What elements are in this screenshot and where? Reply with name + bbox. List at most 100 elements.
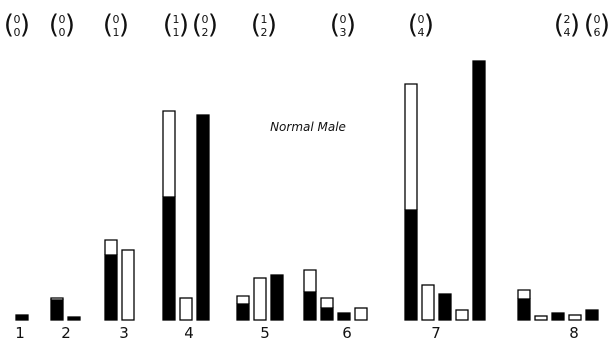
genotype-bottom: 2 (261, 26, 268, 39)
genotype-bottom: 2 (202, 26, 209, 39)
bar-filled (67, 316, 81, 321)
bar-group (236, 274, 284, 321)
bar-hollow (534, 315, 548, 321)
paren-right: ) (267, 10, 277, 40)
genotype-label: (11) (163, 10, 189, 40)
bar-hollow (179, 297, 193, 321)
genotype-label: (00) (49, 10, 75, 40)
paren-right: ) (119, 10, 129, 40)
bar-filled (585, 309, 599, 321)
genotype-bottom: 0 (14, 26, 21, 39)
genotype-label: (03) (330, 10, 356, 40)
paren-right: ) (65, 10, 75, 40)
bar-group (50, 297, 81, 321)
bar-extension (104, 239, 118, 255)
category-label: 4 (184, 324, 194, 340)
paren-left: ( (192, 10, 202, 40)
category-label: 6 (342, 324, 352, 340)
genotype-top: 1 (261, 13, 268, 26)
bar-hollow (121, 249, 135, 321)
paren-right: ) (20, 10, 30, 40)
bar-extension (320, 297, 334, 308)
genotype-label: (06) (584, 10, 609, 40)
genotype-labels: (00)(00)(01)(11)(02)(12)(03)(04)(24)(06) (4, 10, 609, 40)
bars (15, 60, 599, 321)
bar-filled (236, 303, 250, 321)
bar-group (303, 269, 368, 321)
paren-left: ( (49, 10, 59, 40)
category-label: 1 (15, 324, 25, 340)
genotype-top: 0 (14, 13, 21, 26)
bar-filled (517, 298, 531, 321)
paren-right: ) (208, 10, 218, 40)
paren-left: ( (584, 10, 594, 40)
bar-filled (404, 209, 418, 321)
bar-hollow (421, 284, 435, 321)
category-labels: 1 2 3 4 5 6 7 8 (15, 324, 579, 340)
category-label: 5 (260, 324, 270, 340)
genotype-top: 0 (59, 13, 66, 26)
genotype-bottom: 3 (340, 26, 347, 39)
genotype-bottom: 1 (113, 26, 120, 39)
chart-title: Normal Male (270, 120, 346, 134)
genotype-top: 0 (340, 13, 347, 26)
genotype-top: 0 (202, 13, 209, 26)
bar-filled (337, 312, 351, 321)
bar-extension (517, 289, 531, 299)
bar-group (104, 239, 135, 321)
genotype-top: 0 (113, 13, 120, 26)
genotype-top: 1 (173, 13, 180, 26)
paren-right: ) (346, 10, 356, 40)
genotype-bottom: 4 (418, 26, 425, 39)
bar-hollow (354, 307, 368, 321)
bar-extension (303, 269, 317, 292)
bar-extension (50, 297, 64, 300)
bar-hollow (253, 277, 267, 321)
bar-filled (270, 274, 284, 321)
paren-right: ) (600, 10, 609, 40)
bar-filled (50, 299, 64, 321)
genotype-bottom: 6 (594, 26, 601, 39)
paren-left: ( (4, 10, 14, 40)
genotype-label: (00) (4, 10, 30, 40)
bar-filled (162, 196, 176, 321)
genotype-top: 0 (418, 13, 425, 26)
genotype-label: (02) (192, 10, 218, 40)
genotype-label: (12) (251, 10, 277, 40)
genotype-label: (04) (408, 10, 434, 40)
bar-group (404, 60, 486, 321)
paren-left: ( (163, 10, 173, 40)
paren-left: ( (330, 10, 340, 40)
category-label: 7 (431, 324, 441, 340)
genotype-bottom: 1 (173, 26, 180, 39)
paren-left: ( (103, 10, 113, 40)
paren-right: ) (570, 10, 580, 40)
genotype-label: (01) (103, 10, 129, 40)
bar-extension (162, 110, 176, 197)
genotype-bottom: 4 (564, 26, 571, 39)
bar-hollow (568, 314, 582, 321)
category-label: 8 (569, 324, 579, 340)
bar-filled (303, 291, 317, 321)
bar-extension (236, 295, 250, 304)
bar-filled (320, 307, 334, 321)
bar-filled (438, 293, 452, 321)
bar-group (517, 289, 599, 321)
category-label: 2 (61, 324, 71, 340)
bar-filled (472, 60, 486, 321)
paren-right: ) (179, 10, 189, 40)
paren-left: ( (554, 10, 564, 40)
paren-left: ( (408, 10, 418, 40)
paren-left: ( (251, 10, 261, 40)
genotype-top: 0 (594, 13, 601, 26)
bar-filled (196, 114, 210, 321)
genotype-bottom: 0 (59, 26, 66, 39)
category-label: 3 (119, 324, 129, 340)
bar-filled (551, 312, 565, 321)
genotype-top: 2 (564, 13, 571, 26)
bar-group (15, 314, 29, 321)
bar-hollow (455, 309, 469, 321)
bar-group (162, 110, 210, 321)
genotype-label: (24) (554, 10, 580, 40)
